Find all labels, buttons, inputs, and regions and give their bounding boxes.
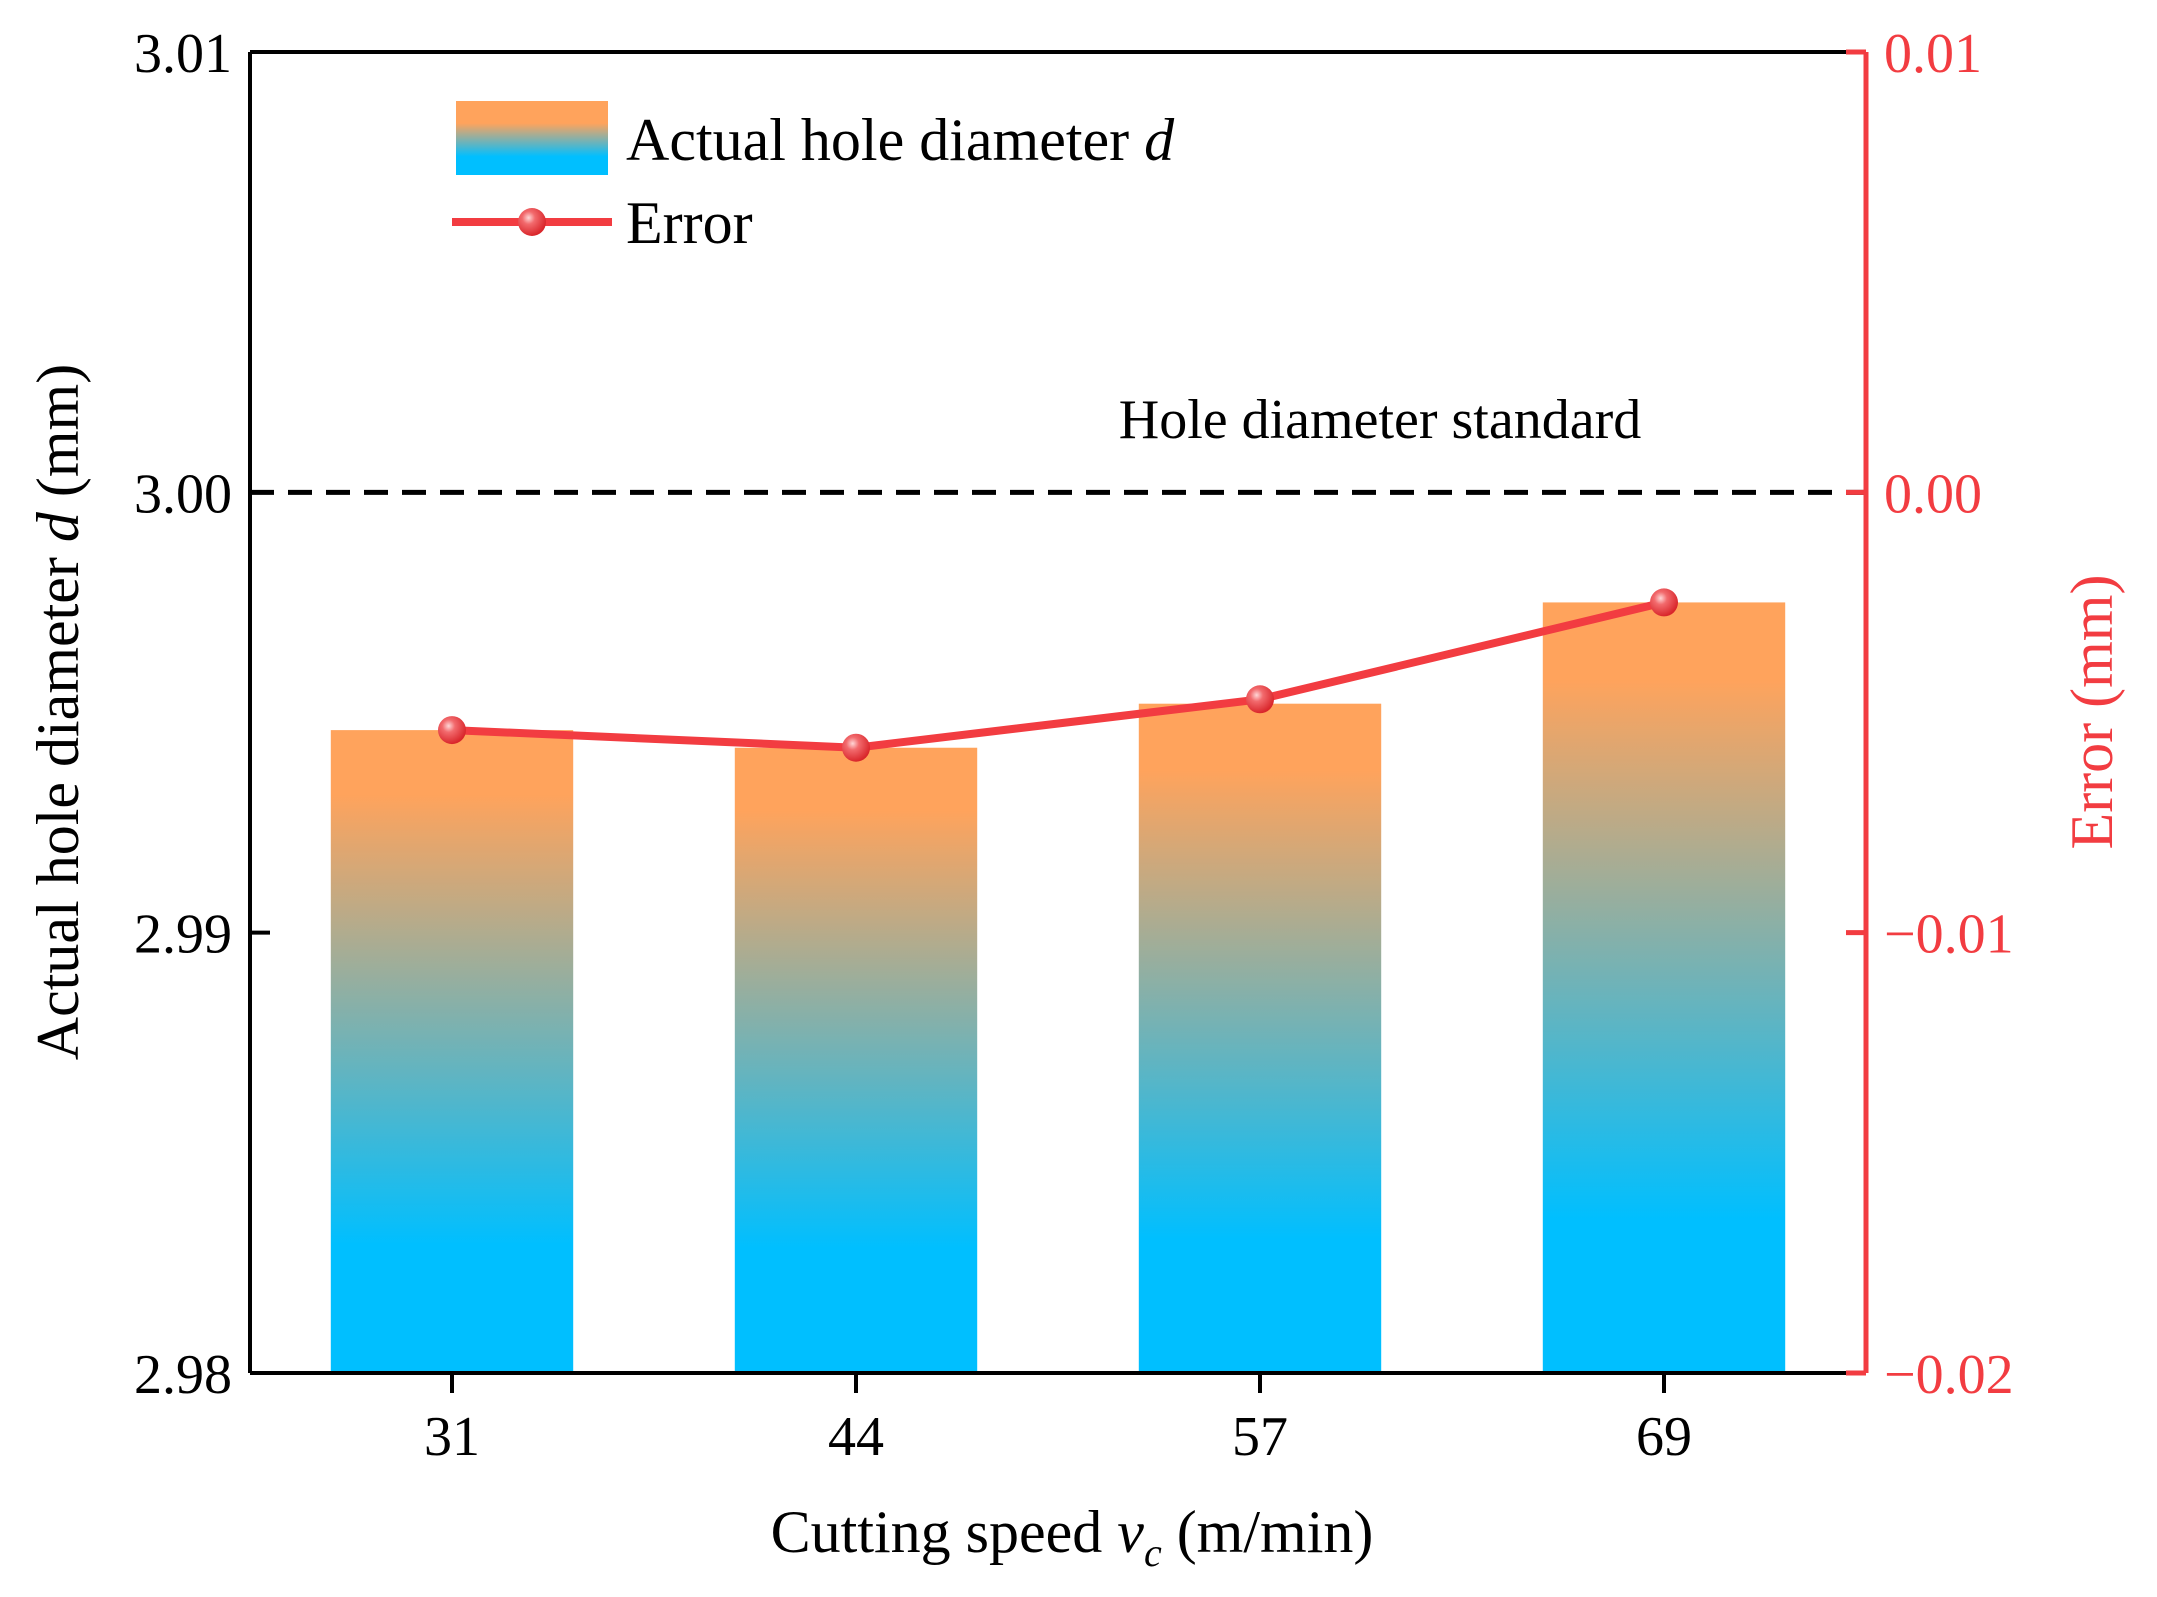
left-tick-label: 2.98: [134, 1344, 232, 1406]
legend-swatch-marker: [518, 208, 546, 236]
right-tick-label: 0.01: [1884, 23, 1982, 85]
left-tick-label: 3.00: [134, 463, 232, 525]
left-y-axis-title-suffix: (mm): [25, 364, 91, 512]
left-y-axis-title: Actual hole diameter d (mm): [25, 364, 91, 1060]
right-tick-label: −0.01: [1884, 904, 2014, 966]
x-axis-title-sub: c: [1144, 1530, 1162, 1575]
error-point-69: [1650, 588, 1678, 617]
error-point-44: [842, 733, 870, 762]
x-tick-label: 57: [1232, 1406, 1288, 1468]
axes: [248, 50, 1869, 1375]
left-tick-label: 3.01: [134, 23, 232, 85]
legend-label-bar: Actual hole diameter d: [626, 107, 1175, 173]
bar-series: [330, 602, 1786, 1373]
bar-57: [1138, 703, 1382, 1373]
bar-44: [734, 747, 978, 1373]
left-y-ticks: 2.98 2.99 3.00 3.01: [134, 23, 270, 1406]
left-y-axis-title-var: d: [25, 511, 91, 542]
legend: Actual hole diameter d Error: [452, 101, 1175, 256]
x-tick-label: 31: [424, 1406, 480, 1468]
x-axis-title-prefix: Cutting speed: [771, 1499, 1118, 1565]
x-axis-title-var: v: [1117, 1499, 1144, 1565]
x-tick-label: 44: [828, 1406, 884, 1468]
x-axis-title: Cutting speed vc (m/min): [771, 1499, 1374, 1575]
left-y-axis-title-prefix: Actual hole diameter: [25, 542, 91, 1060]
right-tick-label: 0.00: [1884, 463, 1982, 525]
left-tick-label: 2.99: [134, 904, 232, 966]
error-point-57: [1246, 685, 1274, 714]
legend-swatch-bar: [456, 101, 608, 175]
right-y-ticks: −0.02 −0.01 0.00 0.01: [1846, 23, 2014, 1406]
error-line-series: [438, 588, 1678, 762]
bar-31: [330, 730, 574, 1373]
legend-label-bar-text: Actual hole diameter: [626, 107, 1144, 173]
x-tick-label: 69: [1636, 1406, 1692, 1468]
x-axis-title-suffix: (m/min): [1162, 1499, 1374, 1565]
reference-line-label: Hole diameter standard: [1119, 389, 1641, 451]
x-ticks: 31 44 57 69: [424, 1373, 1692, 1468]
error-point-31: [438, 716, 466, 745]
error-line: [451, 598, 1665, 752]
legend-label-error: Error: [626, 190, 753, 256]
right-y-axis-title: Error (mm): [2059, 575, 2125, 850]
legend-label-bar-var: d: [1144, 107, 1175, 173]
right-tick-label: −0.02: [1884, 1344, 2014, 1406]
bar-69: [1542, 602, 1786, 1373]
